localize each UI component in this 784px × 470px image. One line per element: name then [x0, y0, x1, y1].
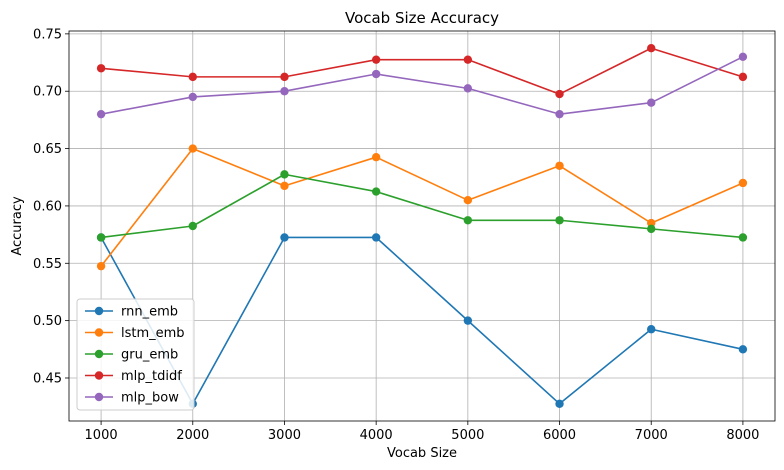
data-point	[96, 261, 106, 271]
axes: 1000 2000 3000 4000 5000 6000 7000 8000 0.45 0.50…	[33, 27, 776, 443]
data-point	[371, 152, 381, 162]
data-point	[280, 72, 289, 82]
data-point	[463, 216, 473, 225]
data-point	[463, 84, 473, 93]
legend-swatch-marker	[94, 371, 104, 380]
series-mlp_bow	[96, 52, 748, 119]
data-point	[647, 224, 656, 234]
series-line	[100, 236, 744, 405]
x-tick-label: 6000	[543, 428, 576, 443]
y-axis-label: Accuracy	[10, 196, 25, 256]
legend-item: mlp_bow	[85, 391, 179, 406]
legend-item: lstm_emb	[85, 326, 185, 341]
y-tick-label: 0.60	[33, 199, 62, 214]
series-line	[101, 47, 744, 95]
data-point	[371, 233, 381, 242]
data-point	[555, 399, 564, 408]
y-tick-label: 0.55	[33, 257, 62, 272]
series-line	[100, 147, 744, 267]
x-tick-label: 3000	[268, 428, 301, 443]
legend-item: gru_emb	[85, 348, 178, 363]
data-point	[280, 87, 289, 96]
y-tick-label: 0.70	[33, 85, 62, 100]
x-tick-label: 7000	[635, 428, 668, 443]
y-tick-label: 0.50	[33, 314, 62, 329]
data-point	[738, 233, 748, 242]
data-point	[738, 52, 748, 62]
legend-label: gru_emb	[121, 348, 178, 363]
data-point	[280, 181, 289, 191]
series-line	[100, 173, 743, 239]
x-axis-label: Vocab Size	[387, 446, 457, 461]
data-point	[555, 216, 564, 225]
data-point	[463, 55, 473, 64]
data-point	[738, 178, 748, 188]
y-tick-label: 0.75	[33, 27, 62, 42]
data-point	[371, 187, 381, 196]
series-lstm_emb	[96, 144, 748, 271]
legend-box	[76, 298, 195, 411]
data-point	[280, 170, 289, 179]
legend: rnn_emb lstm_emb gru_emb mlp_tdidf mlp_bow	[76, 298, 195, 411]
legend-swatch-marker	[94, 328, 104, 337]
data-point	[738, 72, 748, 82]
chart-title: Vocab Size Accuracy	[345, 9, 499, 27]
legend-item: mlp_tdidf	[85, 369, 182, 384]
data-point	[647, 98, 656, 107]
legend-swatch-marker	[94, 392, 104, 402]
x-tick-label: 1000	[85, 428, 118, 443]
x-tick-label: 5000	[451, 428, 484, 443]
data-point	[463, 316, 473, 325]
legend-swatch-marker	[94, 349, 104, 359]
data-point	[188, 144, 197, 153]
data-point	[647, 44, 656, 53]
data-point	[555, 109, 564, 119]
data-point	[96, 233, 106, 242]
x-tick-label: 2000	[176, 428, 209, 443]
legend-item: rnn_emb	[85, 305, 178, 320]
data-point	[371, 55, 381, 64]
x-tick-label: 4000	[360, 428, 393, 443]
data-point	[555, 161, 564, 170]
data-point	[96, 64, 106, 73]
legend-label: rnn_emb	[121, 305, 178, 320]
legend-swatch-marker	[94, 306, 104, 316]
data-point	[188, 221, 197, 231]
series-gru_emb	[96, 170, 748, 242]
data-point	[188, 92, 197, 102]
x-tick-label: 8000	[726, 428, 759, 443]
data-point	[280, 233, 289, 242]
data-point	[96, 109, 106, 119]
y-tick-label: 0.45	[33, 371, 62, 386]
data-point	[371, 69, 381, 79]
legend-label: mlp_bow	[121, 391, 179, 406]
legend-label: lstm_emb	[121, 326, 185, 341]
plot-frame	[68, 30, 776, 422]
data-point	[188, 72, 197, 82]
data-point	[555, 89, 564, 99]
y-tick-label: 0.65	[33, 142, 62, 157]
data-point	[463, 195, 473, 205]
series-mlp_tdidf	[96, 44, 748, 99]
legend-label: mlp_tdidf	[121, 369, 182, 384]
data-point	[647, 325, 656, 334]
series-line	[100, 56, 744, 115]
data-point	[738, 345, 748, 354]
